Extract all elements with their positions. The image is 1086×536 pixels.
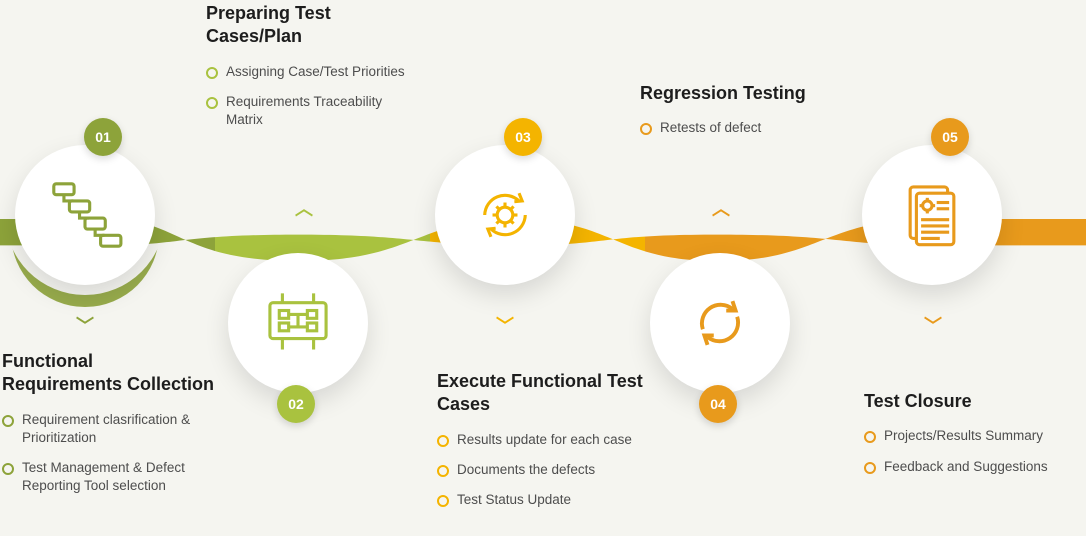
step4-badge: 04 bbox=[699, 385, 737, 423]
step5-arrow: ﹀ bbox=[924, 312, 942, 338]
list-item: Test Management & Defect Reporting Tool … bbox=[2, 459, 217, 495]
step1-title: Functional Requirements Collection bbox=[2, 350, 217, 397]
step4-title: Regression Testing bbox=[640, 82, 840, 105]
list-item: Projects/Results Summary bbox=[864, 427, 1084, 445]
step5-circle bbox=[862, 145, 1002, 285]
step5-list: Projects/Results Summary Feedback and Su… bbox=[864, 427, 1084, 475]
step2-circle bbox=[228, 253, 368, 393]
list-item: Results update for each case bbox=[437, 431, 667, 449]
step1-circle bbox=[15, 145, 155, 285]
gear-cycle-icon bbox=[466, 176, 544, 254]
step2-arrow: ︿ bbox=[295, 195, 313, 221]
step5-block: Test Closure Projects/Results Summary Fe… bbox=[864, 390, 1084, 488]
step3-list: Results update for each case Documents t… bbox=[437, 431, 667, 510]
step4-block: Regression Testing Retests of defect bbox=[640, 82, 840, 150]
step3-badge: 03 bbox=[504, 118, 542, 156]
list-item: Test Status Update bbox=[437, 491, 667, 509]
step2-title: Preparing Test Cases/Plan bbox=[206, 2, 416, 49]
list-item: Documents the defects bbox=[437, 461, 667, 479]
step3-num: 03 bbox=[515, 129, 531, 145]
cycle-icon bbox=[681, 284, 759, 362]
step1-arrow: ﹀ bbox=[76, 312, 94, 338]
step1-badge: 01 bbox=[84, 118, 122, 156]
step3-circle bbox=[435, 145, 575, 285]
list-item: Requirement clasrification & Prioritizat… bbox=[2, 411, 217, 447]
flow-icon bbox=[46, 176, 124, 254]
step1-list: Requirement clasrification & Prioritizat… bbox=[2, 411, 217, 496]
step1-block: Functional Requirements Collection Requi… bbox=[2, 350, 217, 508]
step2-badge: 02 bbox=[277, 385, 315, 423]
list-item: Feedback and Suggestions bbox=[864, 458, 1084, 476]
step2-num: 02 bbox=[288, 396, 304, 412]
doc-icon bbox=[893, 176, 971, 254]
step3-arrow: ﹀ bbox=[496, 312, 514, 338]
step5-num: 05 bbox=[942, 129, 958, 145]
step5-title: Test Closure bbox=[864, 390, 1084, 413]
list-item: Retests of defect bbox=[640, 119, 840, 137]
list-item: Requirements Traceability Matrix bbox=[206, 93, 416, 129]
step4-arrow: ︿ bbox=[712, 195, 730, 221]
step2-list: Assigning Case/Test Priorities Requireme… bbox=[206, 63, 416, 130]
step4-list: Retests of defect bbox=[640, 119, 840, 137]
step4-circle bbox=[650, 253, 790, 393]
step3-title: Execute Functional Test Cases bbox=[437, 370, 667, 417]
step1-num: 01 bbox=[95, 129, 111, 145]
list-item: Assigning Case/Test Priorities bbox=[206, 63, 416, 81]
step4-num: 04 bbox=[710, 396, 726, 412]
board-icon bbox=[259, 284, 337, 362]
step5-badge: 05 bbox=[931, 118, 969, 156]
step3-block: Execute Functional Test Cases Results up… bbox=[437, 370, 667, 521]
step2-block: Preparing Test Cases/Plan Assigning Case… bbox=[206, 2, 416, 141]
